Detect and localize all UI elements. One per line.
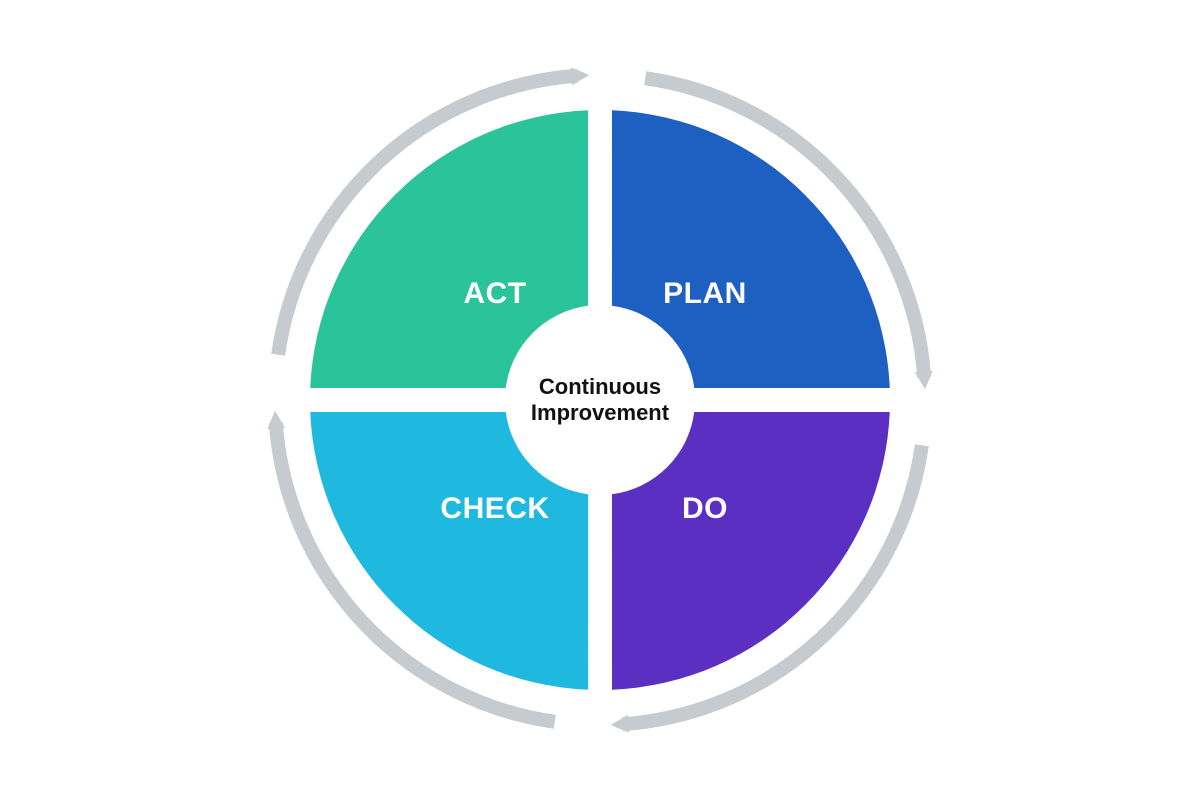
quadrant-label-act: ACT [463,277,526,310]
pdca-cycle-diagram: PLAN DO CHECK ACT ContinuousImprovement [250,50,950,750]
quadrant-plan [612,110,890,388]
quadrant-label-check: CHECK [440,492,549,525]
quadrant-act [310,110,588,388]
center-label-line1: Continuous [539,374,661,399]
center-label-line2: Improvement [531,400,670,425]
quadrant-do [612,412,890,690]
quadrant-label-do: DO [682,492,728,525]
quadrant-check [310,412,588,690]
pdca-svg: PLAN DO CHECK ACT ContinuousImprovement [250,50,950,750]
quadrant-label-plan: PLAN [663,277,747,310]
